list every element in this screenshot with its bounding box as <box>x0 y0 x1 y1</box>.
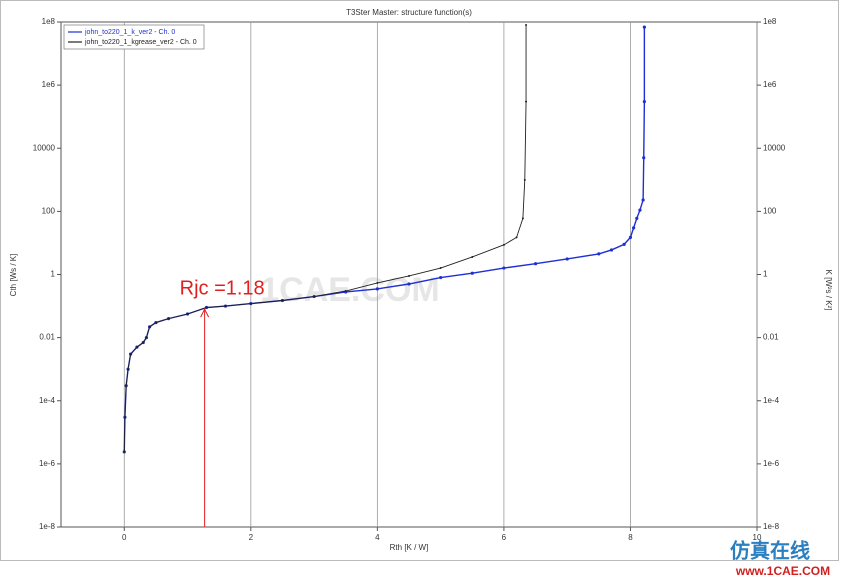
logo-title: 仿真在线 <box>730 538 810 562</box>
data-point <box>523 178 526 181</box>
y2-tick-label: 1e8 <box>763 17 777 26</box>
data-point <box>186 313 189 316</box>
data-point <box>470 271 474 275</box>
chart-title: T3Ster Master: structure function(s) <box>346 8 472 17</box>
data-point <box>376 281 379 284</box>
y-tick-label: 1e-4 <box>39 396 56 405</box>
y-tick-label: 0.01 <box>39 333 55 342</box>
y2-tick-label: 0.01 <box>763 333 779 342</box>
data-point <box>609 248 614 252</box>
y-tick-label: 1e6 <box>42 80 56 89</box>
data-point <box>224 305 227 308</box>
data-point <box>344 290 347 293</box>
data-point <box>145 336 148 339</box>
y-tick-label: 1e-6 <box>39 459 56 468</box>
data-point <box>154 321 157 324</box>
legend-box <box>63 24 205 50</box>
annotation-label: Rjc =1.18 <box>180 277 265 299</box>
data-point <box>525 100 528 103</box>
x-axis-label: Rth [K / W] <box>390 543 429 552</box>
data-point <box>129 353 132 356</box>
series-line <box>123 25 527 452</box>
data-point <box>622 242 626 246</box>
y2-tick-label: 1e6 <box>763 80 777 89</box>
y-tick-label: 1 <box>51 270 56 279</box>
logo-url: www.1CAE.COM <box>735 564 830 578</box>
data-point <box>313 295 316 298</box>
data-point <box>125 384 128 387</box>
data-point <box>641 198 645 202</box>
y-tick-label: 1e8 <box>42 17 56 26</box>
y2-tick-label: 1e-4 <box>763 396 780 405</box>
data-point <box>407 282 411 286</box>
annotation-arrowhead <box>200 308 210 318</box>
data-point <box>439 267 442 270</box>
y-tick-label: 100 <box>42 206 56 215</box>
data-point <box>471 255 474 258</box>
data-point <box>502 243 505 246</box>
x-tick-label: 6 <box>502 533 507 542</box>
y-axis-label: Cth [Ws / K] <box>9 254 18 297</box>
data-point <box>642 25 646 29</box>
data-point <box>205 306 208 309</box>
data-point <box>142 341 145 344</box>
data-point <box>642 100 646 104</box>
y-tick-label: 1e-8 <box>39 522 56 531</box>
data-point <box>123 416 126 419</box>
legend-label: john_to220_1_kgrease_ver2 - Ch. 0 <box>84 39 197 46</box>
x-tick-label: 10 <box>753 533 762 542</box>
data-point <box>635 216 639 220</box>
data-point <box>123 450 126 453</box>
data-point <box>565 257 569 261</box>
x-tick-label: 0 <box>122 533 127 542</box>
data-point <box>502 266 506 270</box>
y2-tick-label: 100 <box>763 206 777 215</box>
data-point <box>533 262 538 266</box>
data-point <box>439 275 443 280</box>
plot-area <box>60 21 758 528</box>
y2-tick-label: 1e-6 <box>763 459 780 468</box>
data-point <box>642 156 646 160</box>
x-tick-label: 2 <box>249 533 254 542</box>
x-tick-label: 4 <box>375 533 380 542</box>
data-point <box>375 287 379 291</box>
x-tick-label: 8 <box>628 533 633 542</box>
data-point <box>135 346 138 349</box>
data-point <box>525 24 528 27</box>
data-point <box>281 299 284 302</box>
y2-axis-label: K [W²s / K²] <box>824 270 833 311</box>
data-point <box>628 235 633 239</box>
y2-tick-label: 1 <box>763 270 768 279</box>
data-point <box>408 274 410 277</box>
y-tick-label: 10000 <box>33 143 56 152</box>
y2-tick-label: 10000 <box>763 143 786 152</box>
data-point <box>249 302 252 305</box>
data-point <box>167 317 170 320</box>
data-point <box>597 252 601 256</box>
data-point <box>515 236 518 239</box>
data-point <box>127 368 130 371</box>
data-point <box>638 208 642 212</box>
data-point <box>148 325 151 328</box>
y2-tick-label: 1e-8 <box>763 522 780 531</box>
data-point <box>521 217 524 220</box>
data-point <box>632 226 636 230</box>
legend-label: john_to220_1_k_ver2 - Ch. 0 <box>84 29 175 36</box>
